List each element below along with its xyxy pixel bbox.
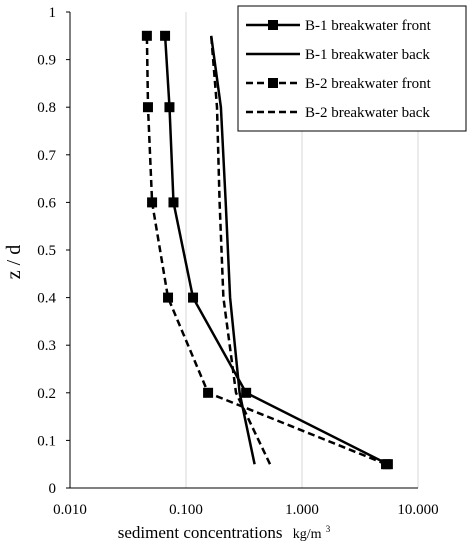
data-point-marker (142, 102, 153, 113)
series-line (145, 35, 387, 466)
y-tick-label: 0.9 (37, 53, 56, 69)
data-point-marker (381, 459, 392, 470)
series-layer (141, 30, 393, 470)
series-2 (209, 35, 256, 465)
legend-item: B-2 breakwater front (246, 76, 432, 92)
y-tick-label: 0.2 (37, 386, 56, 402)
series-line (209, 35, 272, 465)
y-tick-label: 0 (49, 481, 57, 497)
y-tick-label: 1 (49, 5, 57, 21)
data-point-marker (147, 197, 158, 208)
data-point-marker (188, 292, 199, 303)
x-axis-label-text: sediment concentrations (118, 523, 283, 542)
data-point-marker (141, 30, 152, 41)
y-axis-label: z / d (3, 245, 25, 279)
data-point-marker (164, 102, 175, 113)
y-tick-label: 0.6 (37, 195, 56, 211)
x-tick-label: 0.100 (169, 502, 203, 518)
y-tick-label: 0.7 (37, 148, 56, 164)
x-axis-unit: kg/m (293, 527, 322, 542)
y-tick-label: 0.5 (37, 243, 56, 259)
series-line (209, 35, 256, 465)
legend-label: B-2 breakwater back (305, 105, 430, 121)
data-point-marker (241, 387, 252, 398)
series-3 (141, 30, 392, 470)
tick-layer: 0.010 0.100 1.000 10.000 0 0.1 0.2 0.3 0.4 0.5 0.6… (37, 5, 438, 518)
y-tick-label: 0.1 (37, 433, 56, 449)
legend-label: B-2 breakwater front (305, 76, 432, 92)
data-point-marker (160, 30, 171, 41)
legend-item: B-1 breakwater front (246, 18, 432, 34)
y-tick-label: 0.4 (37, 291, 56, 307)
legend: B-1 breakwater front B-1 breakwater back B… (237, 5, 467, 132)
x-axis-label: sediment concentrations kg/m 3 (118, 523, 331, 542)
data-point-marker (163, 292, 174, 303)
data-point-marker (168, 197, 179, 208)
series-line (163, 35, 389, 466)
legend-label: B-1 breakwater front (305, 18, 432, 34)
legend-items: B-1 breakwater front B-1 breakwater back B… (246, 18, 432, 121)
x-axis-unit-exponent: 3 (326, 524, 331, 534)
series-4 (209, 35, 272, 465)
x-tick-label: 1.000 (285, 502, 319, 518)
x-tick-label: 10.000 (397, 502, 438, 518)
x-tick-label: 0.010 (53, 502, 87, 518)
legend-marker (268, 78, 278, 88)
legend-label: B-1 breakwater back (305, 47, 430, 63)
y-tick-label: 0.8 (37, 100, 56, 116)
data-point-marker (203, 387, 214, 398)
legend-marker (268, 20, 278, 30)
legend-item: B-1 breakwater back (246, 47, 430, 63)
legend-item: B-2 breakwater back (246, 105, 430, 121)
y-tick-label: 0.3 (37, 338, 56, 354)
